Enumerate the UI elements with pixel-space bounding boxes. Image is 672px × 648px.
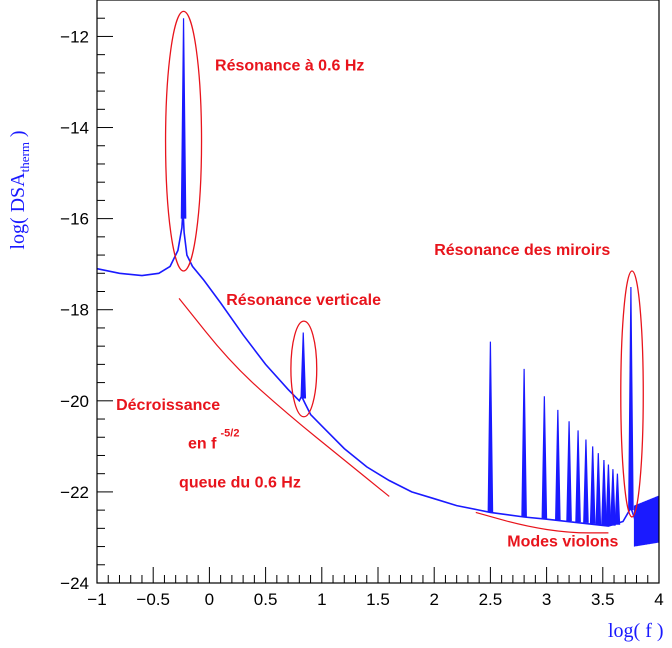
resonance-peak — [566, 421, 572, 522]
guide-curve — [475, 511, 609, 534]
x-tick-label: 1.5 — [366, 590, 390, 609]
resonance-peak — [555, 409, 561, 521]
x-tick-label: 0.5 — [254, 590, 278, 609]
resonance-peak — [605, 464, 612, 526]
resonance-peak — [628, 286, 634, 511]
highlight-ellipse — [164, 10, 203, 272]
resonance-peak — [180, 18, 187, 219]
resonance-peak — [614, 473, 621, 525]
x-tick-label: 4 — [654, 590, 663, 609]
x-tick-label: 1 — [317, 590, 326, 609]
series-line — [96, 209, 660, 543]
resonance-peak — [589, 446, 596, 524]
resonance-peak — [595, 453, 602, 525]
annotation-decr1: Décroissance — [116, 397, 220, 414]
x-tick-label: 2 — [429, 590, 438, 609]
resonance-peak — [610, 469, 616, 526]
y-axis-title: log( DSAtherm ) — [7, 130, 32, 249]
x-tick-label: 0 — [205, 590, 214, 609]
violin-mode-band — [633, 495, 660, 547]
resonance-peak — [583, 439, 589, 523]
resonance-peak — [300, 332, 307, 399]
resonance-peak — [521, 368, 527, 517]
y-tick-label: −16 — [60, 210, 89, 229]
y-tick-label: −18 — [60, 301, 89, 320]
y-tick-label: −20 — [60, 392, 89, 411]
y-tick-label: −22 — [60, 483, 89, 502]
y-axis-title-suffix: ) — [7, 130, 29, 142]
annotation-decr2: en f-5/2 — [188, 428, 239, 453]
resonance-peak — [601, 460, 607, 526]
annotation-res06: Résonance à 0.6 Hz — [215, 58, 364, 75]
annotation-decr3: queue du 0.6 Hz — [179, 474, 301, 491]
y-tick-label: −14 — [60, 119, 89, 138]
y-axis-title-subscript: therm — [17, 142, 32, 172]
plot-area — [96, 18, 660, 547]
guide-curve — [178, 297, 390, 497]
x-tick-label: 3.5 — [591, 590, 615, 609]
resonance-peak — [575, 430, 581, 522]
annotation-resvert: Résonance verticale — [226, 292, 381, 309]
annotation-superscript: -5/2 — [220, 428, 239, 440]
x-tick-label: 2.5 — [479, 590, 503, 609]
highlight-ellipse — [620, 270, 644, 518]
y-axis-title-prefix: log( DSA — [7, 172, 29, 250]
annotation-resmir: Résonance des miroirs — [434, 242, 610, 259]
annotation-violons: Modes violons — [507, 534, 618, 551]
resonance-peak — [487, 341, 494, 513]
x-axis-title: log( f ) — [608, 620, 664, 642]
annotations: Résonance à 0.6 Hz Résonance verticale Rés… — [116, 10, 644, 551]
axes: −1 −0.5 0 0.5 1 1.5 2 2.5 3 3.5 4 −24 −22 −20 −18 −16 −1… — [60, 0, 664, 609]
x-tick-label: 3 — [542, 590, 551, 609]
x-tick-label: −0.5 — [136, 590, 170, 609]
y-tick-label: −12 — [60, 27, 89, 46]
resonance-peak — [541, 396, 548, 520]
x-tick-label: −1 — [87, 590, 106, 609]
highlight-ellipse — [290, 320, 318, 418]
y-tick-label: −24 — [60, 574, 89, 593]
